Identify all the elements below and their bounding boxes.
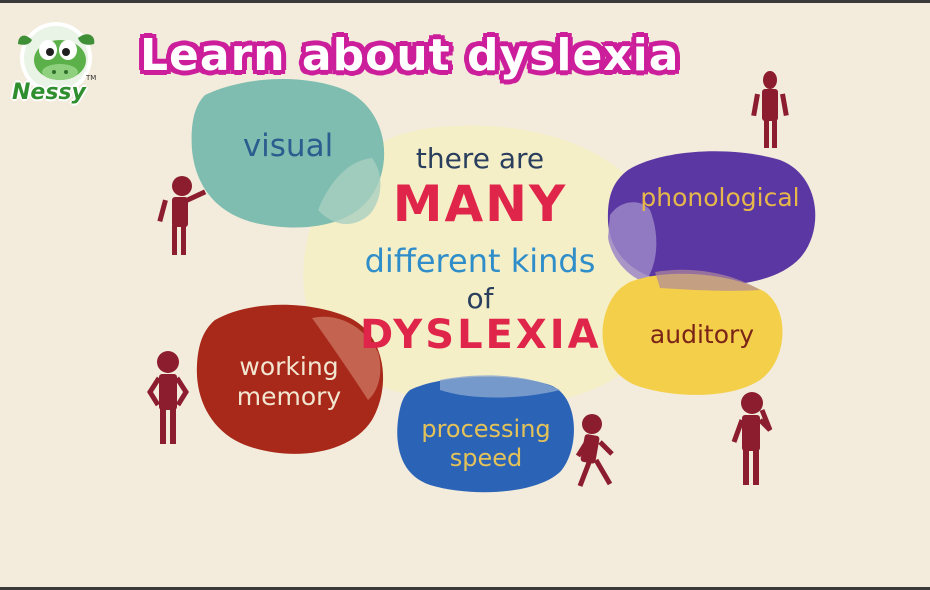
trademark-mark: TM <box>86 74 97 82</box>
figure-top-right <box>751 71 789 148</box>
figure-hands-hips <box>147 351 189 444</box>
visual-overlap <box>318 158 381 225</box>
center-text-line4: of <box>466 282 494 315</box>
phonological-overlap <box>608 202 657 282</box>
center-text-line1: there are <box>415 142 545 175</box>
label-phonological: phonological <box>640 183 800 212</box>
working-memory-overlap <box>312 316 381 400</box>
nessy-logo-mark <box>18 22 95 94</box>
label-processing-speed-line2: speed <box>449 443 523 472</box>
figure-thinking <box>731 392 773 485</box>
center-text-line3: different kinds <box>364 242 596 280</box>
label-working-memory: working memory <box>214 352 364 412</box>
figure-pointing <box>157 176 207 255</box>
phonological-blob <box>607 151 816 286</box>
label-working-memory-line2: memory <box>236 382 342 411</box>
center-text-many: MANY <box>392 175 568 233</box>
top-border <box>0 0 930 3</box>
label-auditory: auditory <box>649 320 755 349</box>
label-processing-speed-line1: processing <box>421 415 551 443</box>
processing-speed-overlap <box>440 375 560 398</box>
auditory-overlap <box>655 269 760 291</box>
label-processing-speed: processing speed <box>406 415 566 473</box>
brand-logo-text: Nessy <box>12 80 86 105</box>
label-working-memory-line1: working <box>239 352 339 381</box>
figure-walking <box>575 414 614 487</box>
label-visual: visual <box>242 128 334 164</box>
bottom-border <box>0 587 930 590</box>
page-title: Learn about dyslexia <box>140 30 680 81</box>
center-blob <box>303 125 676 407</box>
auditory-blob <box>602 273 783 395</box>
processing-speed-blob <box>397 376 574 493</box>
center-text-dyslexia: DYSLEXIA <box>360 312 602 358</box>
